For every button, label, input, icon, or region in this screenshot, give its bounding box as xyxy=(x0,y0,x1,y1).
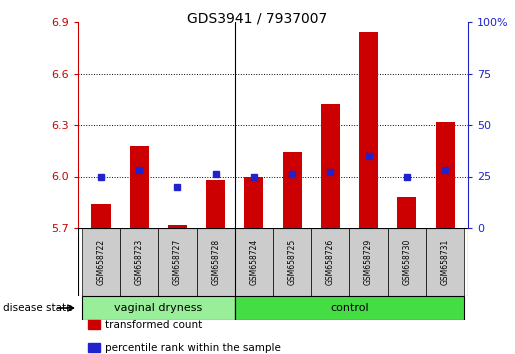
Text: GSM658722: GSM658722 xyxy=(96,239,106,285)
Text: GSM658727: GSM658727 xyxy=(173,239,182,285)
Text: transformed count: transformed count xyxy=(105,320,202,330)
Text: GDS3941 / 7937007: GDS3941 / 7937007 xyxy=(187,12,328,26)
Bar xyxy=(91,204,111,228)
Bar xyxy=(158,228,197,296)
Bar xyxy=(120,228,158,296)
Text: GSM658731: GSM658731 xyxy=(440,239,450,285)
Bar xyxy=(130,145,149,228)
Text: GSM658729: GSM658729 xyxy=(364,239,373,285)
Bar xyxy=(436,121,455,228)
Bar xyxy=(197,228,235,296)
Text: GSM658730: GSM658730 xyxy=(402,239,411,285)
Text: percentile rank within the sample: percentile rank within the sample xyxy=(105,343,281,353)
Text: GSM658723: GSM658723 xyxy=(135,239,144,285)
Bar xyxy=(206,180,225,228)
Bar xyxy=(235,296,464,320)
Text: GSM658726: GSM658726 xyxy=(326,239,335,285)
Bar xyxy=(168,224,187,228)
Bar xyxy=(283,153,302,228)
Bar xyxy=(321,104,340,228)
Bar xyxy=(350,228,388,296)
Bar xyxy=(388,228,426,296)
Text: disease state: disease state xyxy=(3,303,72,313)
Bar xyxy=(359,32,378,228)
Bar xyxy=(82,296,235,320)
Bar xyxy=(235,228,273,296)
Bar xyxy=(397,197,417,228)
Text: control: control xyxy=(330,303,369,313)
Text: GSM658725: GSM658725 xyxy=(287,239,297,285)
Text: vaginal dryness: vaginal dryness xyxy=(114,303,202,313)
Bar xyxy=(244,177,264,228)
Bar xyxy=(82,228,120,296)
Bar xyxy=(273,228,311,296)
Text: GSM658724: GSM658724 xyxy=(249,239,259,285)
Bar xyxy=(311,228,350,296)
Text: GSM658728: GSM658728 xyxy=(211,239,220,285)
Bar xyxy=(426,228,464,296)
